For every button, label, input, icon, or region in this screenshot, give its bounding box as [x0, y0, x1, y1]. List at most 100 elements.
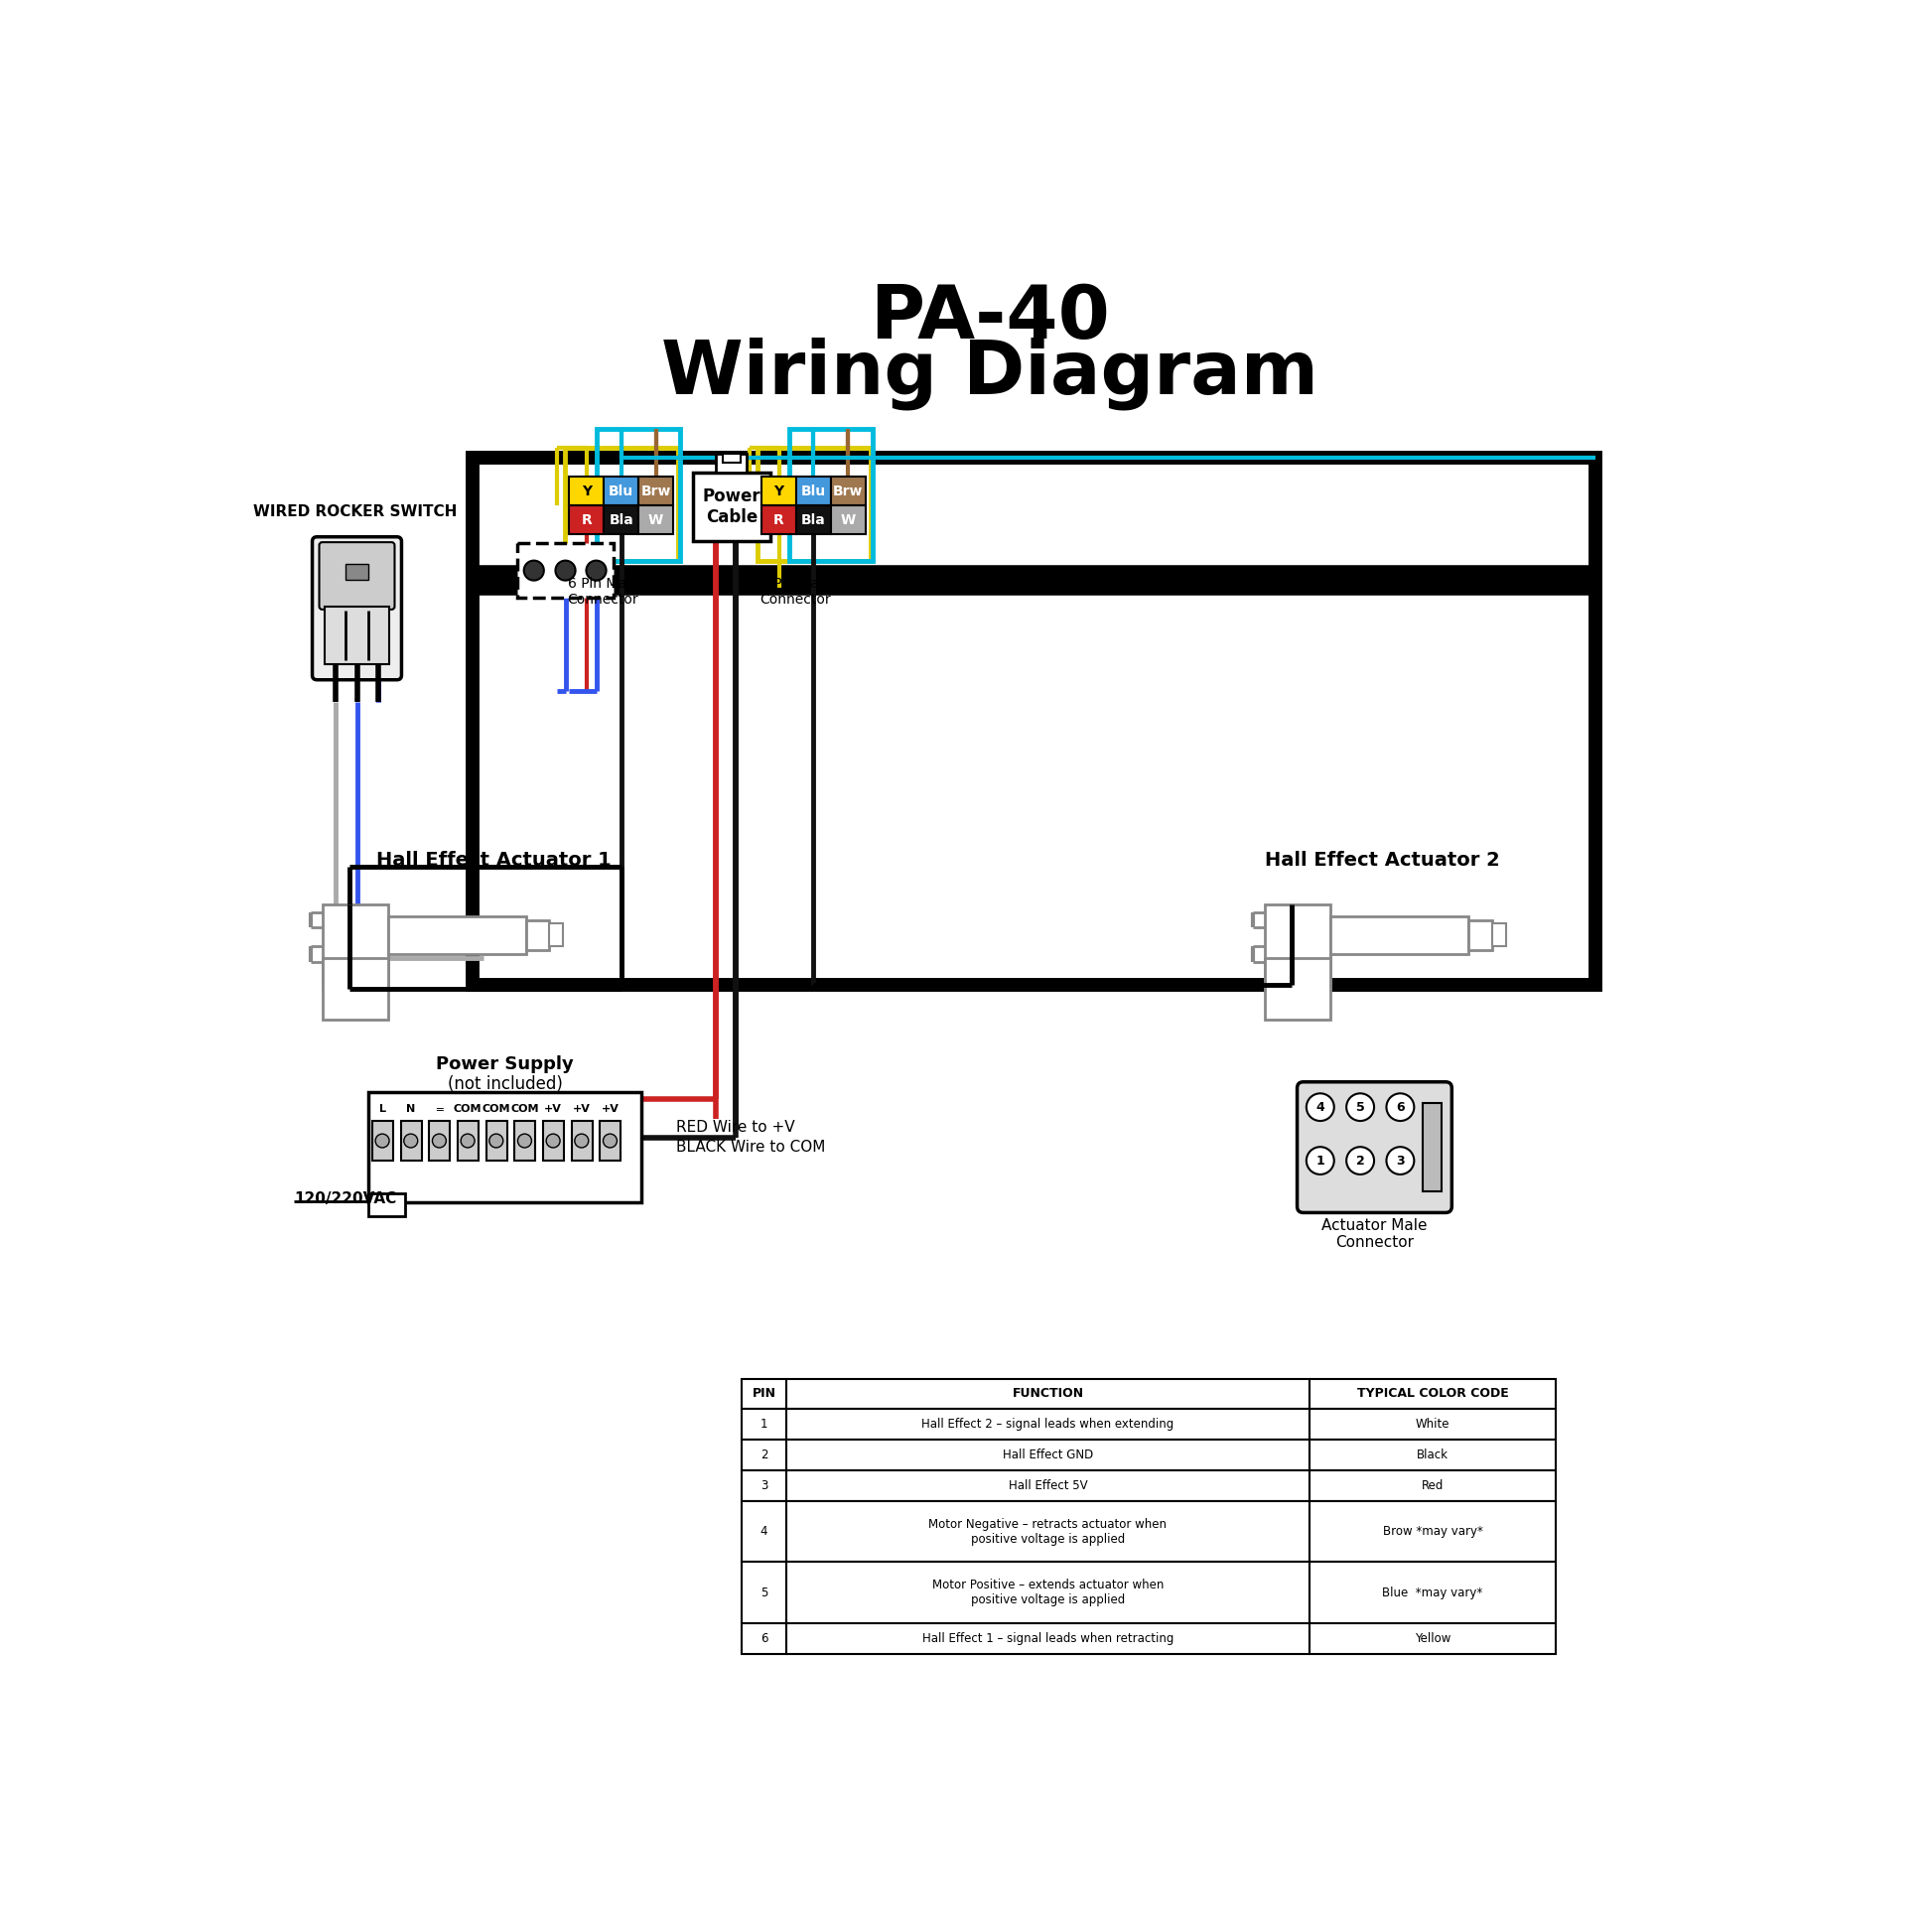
Text: FUNCTION: FUNCTION — [1012, 1387, 1084, 1401]
Text: PA-40: PA-40 — [869, 282, 1111, 354]
Text: Y: Y — [775, 485, 784, 498]
Bar — [742, 1379, 786, 1408]
Bar — [543, 1121, 564, 1161]
Bar — [761, 477, 796, 506]
Bar — [601, 1121, 620, 1161]
Text: Y: Y — [582, 485, 591, 498]
Bar — [1265, 958, 1331, 1020]
Circle shape — [1347, 1148, 1374, 1175]
Text: 2: 2 — [1356, 1153, 1364, 1167]
Circle shape — [404, 1134, 417, 1148]
Bar — [742, 1561, 786, 1623]
Text: +V: +V — [545, 1103, 562, 1113]
Text: W: W — [649, 514, 663, 527]
Circle shape — [462, 1134, 475, 1148]
Bar — [458, 1121, 479, 1161]
Text: Bla: Bla — [802, 514, 825, 527]
Bar — [549, 923, 562, 947]
Bar — [564, 448, 678, 560]
Text: 3: 3 — [1397, 1153, 1405, 1167]
Bar — [757, 448, 871, 560]
Circle shape — [518, 1134, 531, 1148]
Text: R: R — [582, 514, 591, 527]
Bar — [323, 904, 388, 989]
Text: TYPICAL COLOR CODE: TYPICAL COLOR CODE — [1356, 1387, 1509, 1401]
Text: Blu: Blu — [802, 485, 827, 498]
Text: 4: 4 — [759, 1524, 767, 1538]
Circle shape — [375, 1134, 388, 1148]
Bar — [323, 958, 388, 1020]
Text: WIRED ROCKER SWITCH: WIRED ROCKER SWITCH — [253, 504, 458, 520]
Bar — [388, 916, 526, 954]
Circle shape — [524, 560, 545, 580]
Text: 1: 1 — [1316, 1153, 1325, 1167]
Bar — [373, 1121, 392, 1161]
Text: White: White — [1416, 1418, 1449, 1432]
Text: Hall Effect 2 – signal leads when extending: Hall Effect 2 – signal leads when extend… — [922, 1418, 1175, 1432]
Text: 6 Pin Male
Connector: 6 Pin Male Connector — [568, 576, 639, 607]
Text: Brw: Brw — [833, 485, 864, 498]
Circle shape — [489, 1134, 502, 1148]
Bar — [570, 506, 605, 535]
Bar — [786, 1470, 1310, 1501]
Text: Motor Positive – extends actuator when
positive voltage is applied: Motor Positive – extends actuator when p… — [931, 1578, 1163, 1607]
Text: COM: COM — [510, 1103, 539, 1113]
Bar — [487, 1121, 506, 1161]
Bar — [723, 454, 740, 462]
Text: Hall Effect GND: Hall Effect GND — [1003, 1449, 1094, 1461]
Bar — [831, 506, 866, 535]
Bar — [796, 506, 831, 535]
Text: Hall Effect 5V: Hall Effect 5V — [1009, 1480, 1088, 1492]
Bar — [1310, 1501, 1555, 1561]
Circle shape — [547, 1134, 560, 1148]
Bar — [786, 1501, 1310, 1561]
Text: Brw: Brw — [641, 485, 670, 498]
Bar — [742, 1501, 786, 1561]
Circle shape — [1306, 1148, 1335, 1175]
Circle shape — [1387, 1094, 1414, 1121]
Text: Black: Black — [1416, 1449, 1449, 1461]
Bar — [572, 1121, 593, 1161]
Text: +V: +V — [601, 1103, 618, 1113]
Bar — [1422, 1103, 1441, 1192]
Bar — [1492, 923, 1505, 947]
Text: RED Wire to +V: RED Wire to +V — [676, 1121, 794, 1136]
Bar — [786, 1408, 1310, 1439]
Bar — [400, 1121, 421, 1161]
Text: (not included): (not included) — [448, 1074, 562, 1094]
Bar — [429, 1121, 450, 1161]
Text: 6: 6 — [1397, 1101, 1405, 1113]
Text: Actuator Male
Connector: Actuator Male Connector — [1321, 1217, 1428, 1250]
Text: Hall Effect Actuator 1: Hall Effect Actuator 1 — [377, 852, 611, 869]
Text: 120/220VAC: 120/220VAC — [294, 1192, 396, 1206]
Bar — [1468, 920, 1492, 951]
Text: 4: 4 — [1316, 1101, 1325, 1113]
Bar — [786, 1379, 1310, 1408]
Bar — [1265, 904, 1331, 989]
Bar — [1310, 1408, 1555, 1439]
Bar — [1310, 1439, 1555, 1470]
Text: Bla: Bla — [609, 514, 634, 527]
Text: 1: 1 — [759, 1418, 767, 1432]
Text: +V: +V — [572, 1103, 591, 1113]
Bar — [346, 564, 369, 580]
Bar — [570, 477, 605, 506]
Text: Blue  *may vary*: Blue *may vary* — [1381, 1586, 1484, 1600]
Bar — [742, 1623, 786, 1654]
Text: 6: 6 — [759, 1633, 767, 1644]
Bar — [1310, 1561, 1555, 1623]
Bar — [514, 1121, 535, 1161]
Text: W: W — [840, 514, 856, 527]
Bar — [605, 477, 638, 506]
Bar — [1310, 1470, 1555, 1501]
Text: Hall Effect Actuator 2: Hall Effect Actuator 2 — [1265, 852, 1499, 869]
Text: Power Supply: Power Supply — [437, 1055, 574, 1072]
Bar — [638, 477, 672, 506]
FancyBboxPatch shape — [313, 537, 402, 680]
Text: 3: 3 — [761, 1480, 767, 1492]
Text: 6 Pin Male
Connector: 6 Pin Male Connector — [759, 576, 831, 607]
Text: N: N — [406, 1103, 415, 1113]
Circle shape — [585, 560, 607, 580]
Bar — [742, 1470, 786, 1501]
Circle shape — [554, 560, 576, 580]
